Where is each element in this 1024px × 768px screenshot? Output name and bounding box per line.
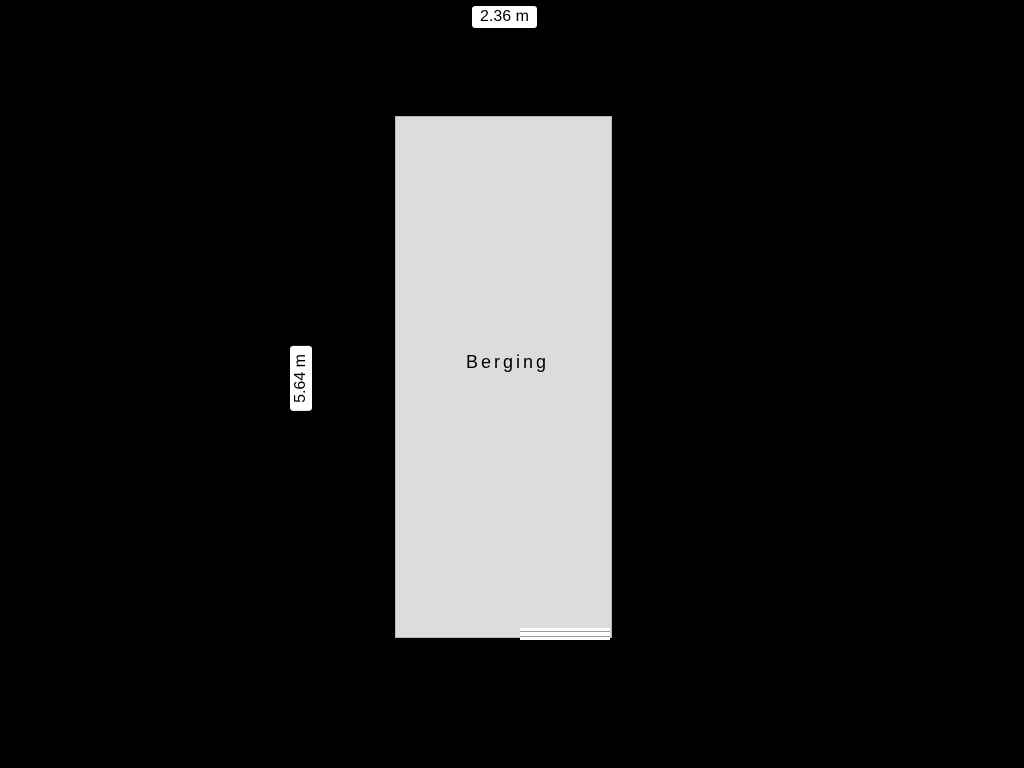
room-rect — [395, 116, 612, 638]
dimension-width-label: 2.36 m — [472, 6, 537, 28]
dimension-height-label: 5.64 m — [290, 346, 312, 411]
door-threshold — [520, 628, 610, 640]
room-label: Berging — [466, 352, 549, 373]
